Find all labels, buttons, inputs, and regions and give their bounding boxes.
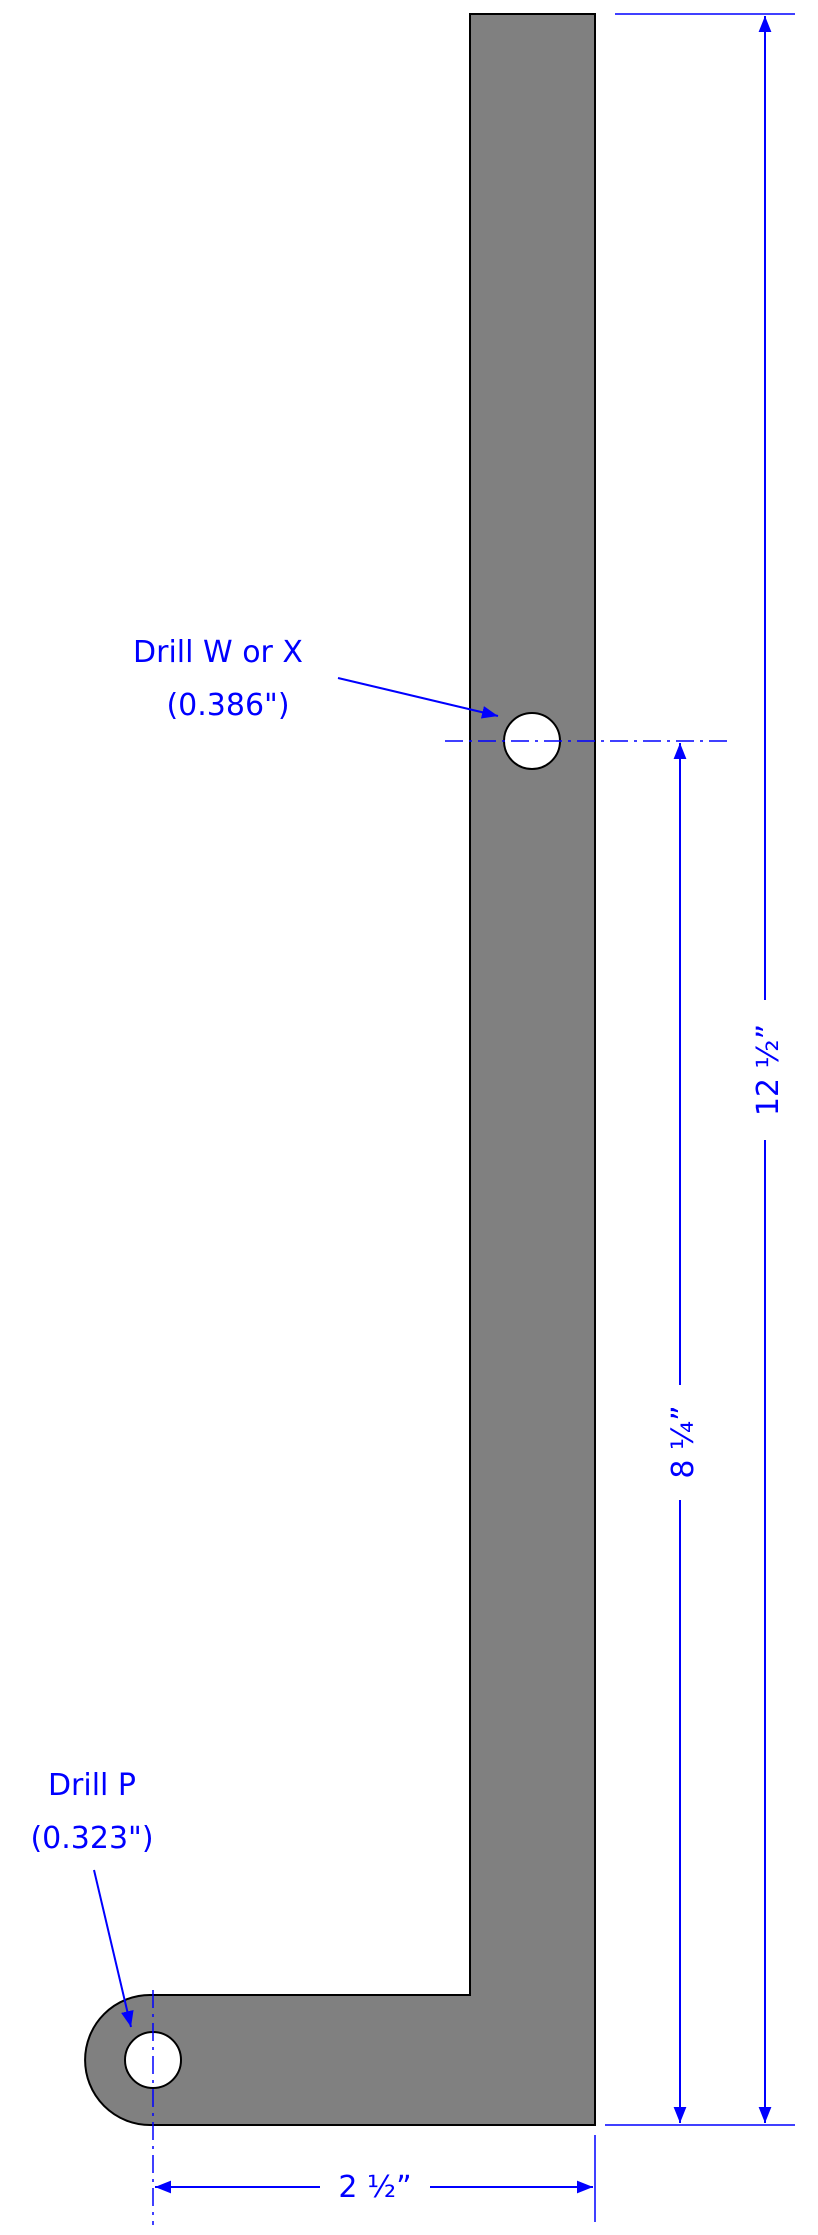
lower-drill-leader	[93, 1869, 134, 2028]
hole-spacing-label: 8 ¼”	[666, 1405, 701, 1478]
upper-drill-name: Drill W or X	[133, 635, 303, 670]
width-label: 2 ½”	[338, 2170, 411, 2205]
total-height-label: 12 ½”	[751, 1024, 786, 1116]
lower-drill-size: (0.323")	[30, 1821, 153, 1856]
upper-drill-leader	[337, 677, 499, 719]
bracket-body	[84, 13, 596, 2126]
lower-drill-name: Drill P	[48, 1768, 136, 1803]
upper-drill-size: (0.386")	[166, 688, 289, 723]
